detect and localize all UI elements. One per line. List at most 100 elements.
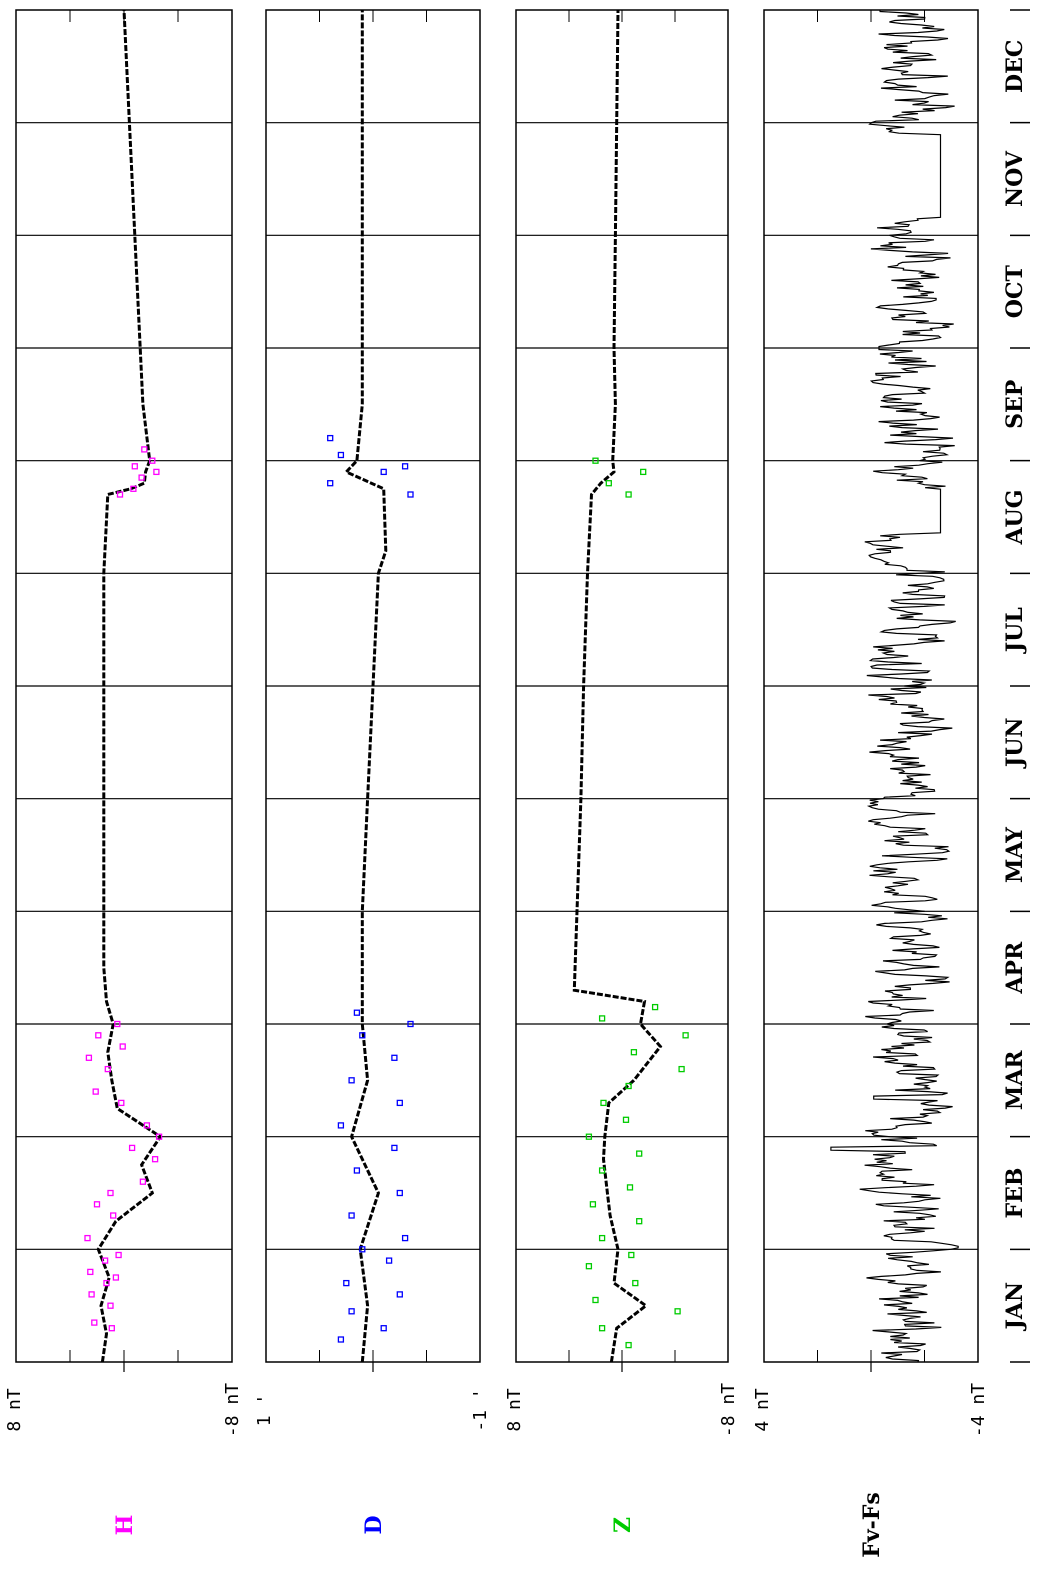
data-point bbox=[625, 1341, 632, 1349]
data-point bbox=[598, 1234, 606, 1242]
data-point bbox=[636, 1150, 643, 1157]
month-label: MAR bbox=[1002, 1050, 1028, 1110]
data-point bbox=[104, 1065, 111, 1073]
data-point bbox=[93, 1201, 101, 1208]
data-point bbox=[155, 1133, 163, 1140]
data-point bbox=[85, 1054, 93, 1061]
data-point bbox=[92, 1088, 99, 1095]
data-point bbox=[380, 468, 387, 476]
data-point bbox=[119, 1043, 126, 1050]
panel-Z bbox=[515, 9, 729, 1372]
data-point bbox=[153, 468, 160, 476]
data-point bbox=[131, 463, 138, 470]
data-point bbox=[91, 1319, 98, 1326]
month-label: MAY bbox=[1002, 827, 1028, 883]
baseline-series bbox=[96, 9, 163, 1363]
data-point bbox=[380, 1325, 387, 1332]
data-point bbox=[622, 1116, 630, 1123]
data-point bbox=[108, 1325, 115, 1332]
data-point bbox=[353, 1009, 361, 1016]
data-point bbox=[110, 1212, 117, 1219]
bottom-value-label: -1 ' bbox=[470, 1388, 491, 1431]
data-point bbox=[115, 1251, 122, 1259]
data-point bbox=[626, 1184, 634, 1191]
data-point bbox=[632, 1279, 639, 1287]
data-point bbox=[327, 434, 334, 442]
data-point bbox=[149, 457, 156, 464]
data-point bbox=[128, 1144, 136, 1152]
month-label: FEB bbox=[1002, 1168, 1028, 1219]
bottom-value-label: -4 nT bbox=[968, 1383, 989, 1437]
top-value-label: 4 nT bbox=[752, 1388, 773, 1432]
data-point bbox=[348, 1212, 355, 1219]
data-point bbox=[138, 474, 145, 481]
month-label: APR bbox=[1002, 941, 1028, 995]
bottom-value-label: -8 nT bbox=[222, 1383, 243, 1437]
data-point bbox=[327, 480, 334, 487]
month-label: JAN bbox=[1002, 1282, 1028, 1332]
panel-label-FvFs: Fv-Fs bbox=[859, 1492, 885, 1558]
data-point bbox=[592, 1296, 599, 1304]
baseline-series bbox=[572, 9, 663, 1363]
data-point bbox=[95, 1032, 102, 1039]
panel-D bbox=[265, 9, 481, 1372]
panels-group bbox=[15, 9, 979, 1372]
data-point bbox=[101, 1257, 109, 1264]
data-point bbox=[114, 1020, 121, 1028]
data-point bbox=[396, 1189, 403, 1197]
data-point bbox=[628, 1251, 635, 1259]
data-point bbox=[359, 1032, 366, 1039]
data-point bbox=[396, 1099, 403, 1107]
data-point bbox=[385, 1257, 393, 1264]
data-point bbox=[674, 1308, 681, 1315]
month-label: AUG bbox=[1002, 489, 1028, 545]
top-value-label: 8 nT bbox=[504, 1388, 525, 1432]
data-point bbox=[600, 1099, 607, 1107]
data-point bbox=[359, 1246, 366, 1253]
data-point bbox=[640, 468, 647, 476]
data-point bbox=[107, 1302, 114, 1309]
data-point bbox=[151, 1156, 159, 1163]
month-labels: JAN FEB MAR APR MAY JUN JUL AUG SEP OCT NOV DEC bbox=[1002, 9, 1030, 1363]
data-point bbox=[337, 1122, 345, 1129]
panel-label-H: H bbox=[112, 1515, 138, 1536]
data-point bbox=[585, 1133, 593, 1140]
top-value-label: 1 ' bbox=[254, 1394, 275, 1427]
data-point bbox=[585, 1263, 593, 1270]
data-point bbox=[141, 446, 148, 453]
month-label: JUN bbox=[1002, 717, 1028, 769]
data-point bbox=[589, 1201, 597, 1208]
data-point bbox=[348, 1077, 355, 1084]
data-point bbox=[598, 1325, 606, 1332]
data-point bbox=[592, 457, 599, 464]
data-point bbox=[139, 1178, 147, 1185]
top-value-label: 8 nT bbox=[4, 1388, 25, 1432]
data-point bbox=[103, 1279, 110, 1287]
data-point bbox=[143, 1122, 151, 1129]
month-label: SEP bbox=[1002, 380, 1028, 429]
data-point bbox=[407, 491, 414, 498]
data-point bbox=[678, 1065, 685, 1073]
data-point bbox=[87, 1268, 94, 1276]
data-point bbox=[337, 1336, 345, 1343]
data-point bbox=[630, 1049, 638, 1056]
month-label: NOV bbox=[1002, 150, 1028, 207]
data-point bbox=[343, 1279, 350, 1287]
data-point bbox=[118, 1099, 125, 1107]
data-point bbox=[348, 1308, 355, 1315]
data-point bbox=[401, 1234, 409, 1242]
data-point bbox=[112, 1274, 120, 1281]
panel-label-D: D bbox=[361, 1515, 387, 1534]
data-point bbox=[130, 485, 137, 492]
data-point bbox=[636, 1218, 643, 1225]
bottom-value-label: -8 nT bbox=[718, 1383, 739, 1437]
data-point bbox=[116, 491, 124, 498]
data-point bbox=[396, 1291, 403, 1298]
data-point bbox=[84, 1234, 91, 1242]
data-point bbox=[598, 1167, 606, 1174]
data-point bbox=[407, 1020, 414, 1028]
axis-labels: 8 nT -8 nT H 1 ' -1 ' D 8 nT -8 nT Z 4 nT -4 nT Fv-… bbox=[4, 1383, 989, 1558]
data-point bbox=[401, 463, 409, 470]
data-point bbox=[107, 1189, 114, 1197]
